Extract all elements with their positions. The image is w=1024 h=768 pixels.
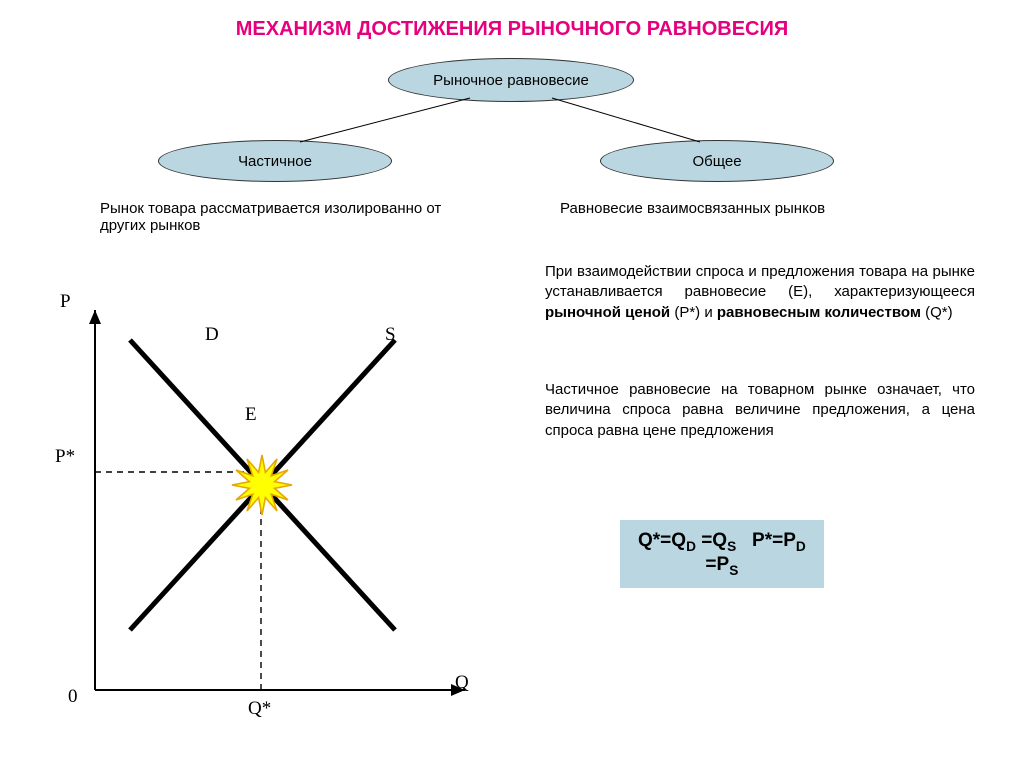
point-label-e: E: [245, 404, 257, 426]
node-right: Общее: [600, 140, 834, 182]
paragraph-2: Частичное равновесие на товарном рынке о…: [545, 380, 975, 441]
node-top: Рыночное равновесие: [388, 58, 634, 102]
page-title: МЕХАНИЗМ ДОСТИЖЕНИЯ РЫНОЧНОГО РАВНОВЕСИЯ: [0, 0, 1024, 41]
paragraph-1: При взаимодействии спроса и предложения …: [545, 262, 975, 323]
origin-label: 0: [68, 686, 78, 708]
caption-left: Рынок товара рассматривается изолированн…: [100, 200, 470, 234]
node-left: Частичное: [158, 140, 392, 182]
axis-label-p: P: [60, 291, 71, 313]
curve-label-d: D: [205, 324, 219, 346]
axis-label-pstar: P*: [55, 446, 75, 468]
axis-label-q: Q: [455, 672, 469, 694]
caption-right: Равновесие взаимосвязанных рынков: [560, 200, 960, 217]
node-right-label: Общее: [692, 153, 741, 170]
axis-label-qstar: Q*: [248, 698, 271, 720]
formula-box: Q*=QD =QS P*=PD=PS: [620, 520, 824, 588]
node-top-label: Рыночное равновесие: [433, 72, 589, 89]
curve-label-s: S: [385, 324, 396, 346]
node-left-label: Частичное: [238, 153, 312, 170]
